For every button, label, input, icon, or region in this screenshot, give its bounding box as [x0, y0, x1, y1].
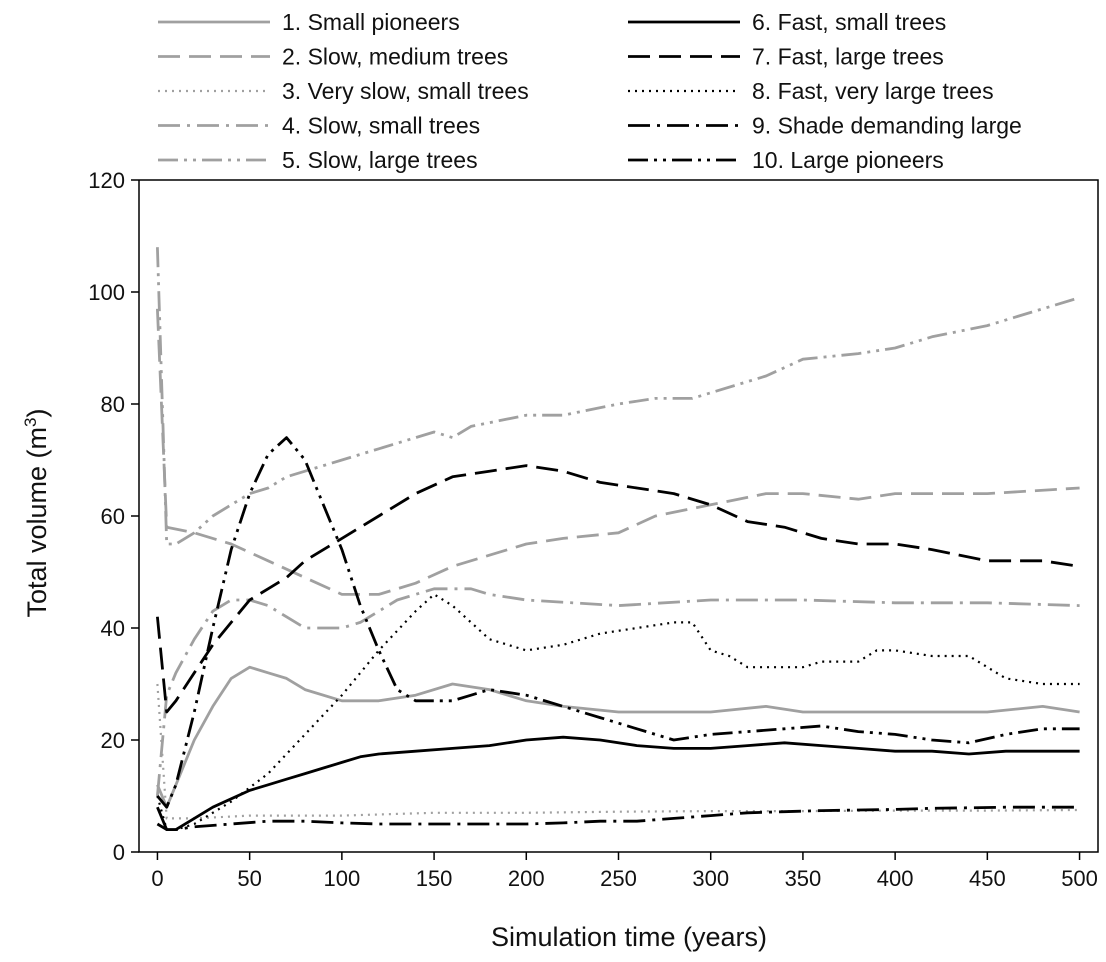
legend-label-1: 1. Small pioneers: [282, 9, 460, 35]
series-line-7: [156, 464, 1080, 714]
axes: 0 20 40 60 80 100 120 0 50 100 150 200 250 300 350 400 4…: [88, 168, 1099, 891]
x-tick-label: 0: [151, 866, 163, 891]
legend-label-5: 5. Slow, large trees: [282, 147, 478, 173]
legend-label-7: 7. Fast, large trees: [752, 44, 944, 70]
x-axis-title: Simulation time (years): [491, 922, 767, 952]
y-tick-label: 20: [101, 728, 125, 753]
legend-label-4: 4. Slow, small trees: [282, 113, 480, 139]
series-line-3: [156, 683, 1080, 820]
series-line-4: [156, 587, 1080, 797]
y-tick-label: 60: [101, 504, 125, 529]
x-tick-label: 300: [692, 866, 729, 891]
legend-label-6: 6. Fast, small trees: [752, 9, 946, 35]
series-line-6: [156, 735, 1080, 831]
y-tick-label: 100: [88, 280, 125, 305]
y-tick-label: 40: [101, 616, 125, 641]
y-tick-label: 80: [101, 392, 125, 417]
y-tick-label: 0: [113, 840, 125, 865]
x-tick-label: 50: [237, 866, 261, 891]
series-lines: [156, 247, 1081, 831]
plot-frame: [138, 179, 1099, 853]
x-tick-label: 200: [508, 866, 545, 891]
legend: 1. Small pioneers 2. Slow, medium trees 3.…: [158, 9, 1022, 173]
y-axis-title-main: Total volume (m: [22, 427, 52, 618]
legend-label-9: 9. Shade demanding large: [752, 113, 1022, 139]
y-axis-title-superscript: 3: [21, 417, 40, 426]
series-line-8: [156, 593, 1080, 831]
x-tick-label: 350: [785, 866, 822, 891]
x-tick-label: 400: [877, 866, 914, 891]
x-tick-label: 250: [600, 866, 637, 891]
x-tick-label: 450: [969, 866, 1006, 891]
series-line-5: [156, 247, 1081, 546]
series-line-9: [156, 805, 1080, 831]
y-tick-label: 120: [88, 168, 125, 193]
series-line-10: [156, 436, 1080, 809]
series-line-2: [156, 308, 1080, 596]
y-axis-title: Total volume (m3): [21, 408, 52, 617]
legend-label-2: 2. Slow, medium trees: [282, 44, 508, 70]
legend-label-8: 8. Fast, very large trees: [752, 78, 994, 104]
x-tick-label: 150: [416, 866, 453, 891]
y-axis-title-suffix: ): [22, 408, 52, 417]
legend-label-3: 3. Very slow, small trees: [282, 78, 529, 104]
x-tick-label: 500: [1061, 866, 1098, 891]
legend-label-10: 10. Large pioneers: [752, 147, 944, 173]
series-line-1: [156, 665, 1080, 809]
x-tick-label: 100: [324, 866, 361, 891]
